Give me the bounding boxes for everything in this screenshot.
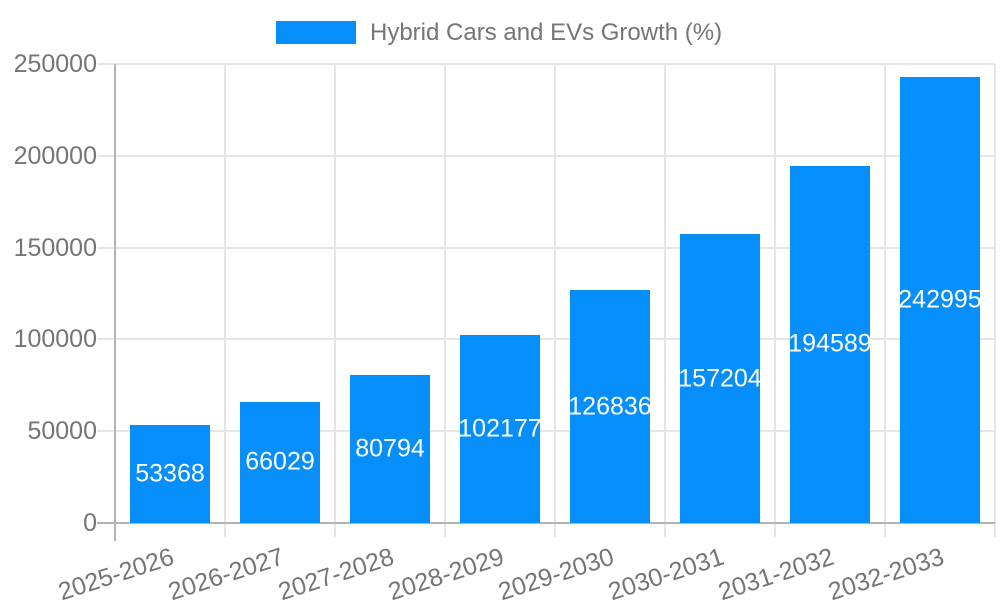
gridline	[97, 63, 995, 65]
y-axis-label: 200000	[13, 141, 97, 170]
gridline	[554, 64, 556, 523]
gridline	[774, 64, 776, 523]
y-axis-label: 50000	[27, 417, 97, 446]
bar-value-label: 102177	[458, 414, 542, 443]
bar: 126836	[568, 290, 652, 523]
x-axis-tick	[554, 523, 556, 537]
gridline	[444, 64, 446, 523]
y-axis-label: 150000	[13, 233, 97, 262]
x-axis-tick	[774, 523, 776, 537]
bar: 53368	[130, 425, 210, 523]
bar-value-label: 194589	[788, 329, 872, 358]
bar-value-label: 80794	[355, 434, 425, 463]
gridline	[224, 64, 226, 523]
bar: 102177	[458, 335, 542, 523]
y-axis-line	[114, 64, 116, 541]
gridline	[994, 64, 996, 523]
x-axis-tick	[994, 523, 996, 537]
gridline	[97, 430, 995, 433]
x-axis-tick	[334, 523, 336, 537]
bar: 194589	[788, 165, 872, 523]
gridline	[97, 246, 995, 249]
legend-label: Hybrid Cars and EVs Growth (%)	[370, 19, 723, 46]
bar-value-label: 66029	[245, 447, 315, 476]
bar-value-label: 242995	[898, 285, 982, 314]
y-axis-label: 100000	[13, 325, 97, 354]
x-axis-tick	[884, 523, 886, 537]
bar: 66029	[240, 401, 320, 523]
y-axis-label: 250000	[13, 50, 97, 78]
bar: 242995	[898, 76, 982, 523]
x-axis-tick	[664, 523, 666, 537]
gridline	[97, 338, 995, 341]
x-axis-tick	[444, 523, 446, 537]
gridline	[97, 154, 995, 157]
bar-value-label: 126836	[568, 392, 652, 421]
gridline	[664, 64, 666, 523]
bar: 80794	[350, 374, 430, 523]
legend-swatch	[276, 21, 356, 44]
bar-value-label: 53368	[135, 459, 205, 488]
bar-value-label: 157204	[678, 364, 762, 393]
y-axis-label: 0	[83, 509, 97, 537]
legend: Hybrid Cars and EVs Growth (%)	[0, 0, 1000, 50]
gridline	[884, 64, 886, 523]
x-axis-line	[97, 522, 995, 524]
gridline	[334, 64, 336, 523]
bar: 157204	[678, 234, 762, 523]
x-axis-tick	[224, 523, 226, 537]
